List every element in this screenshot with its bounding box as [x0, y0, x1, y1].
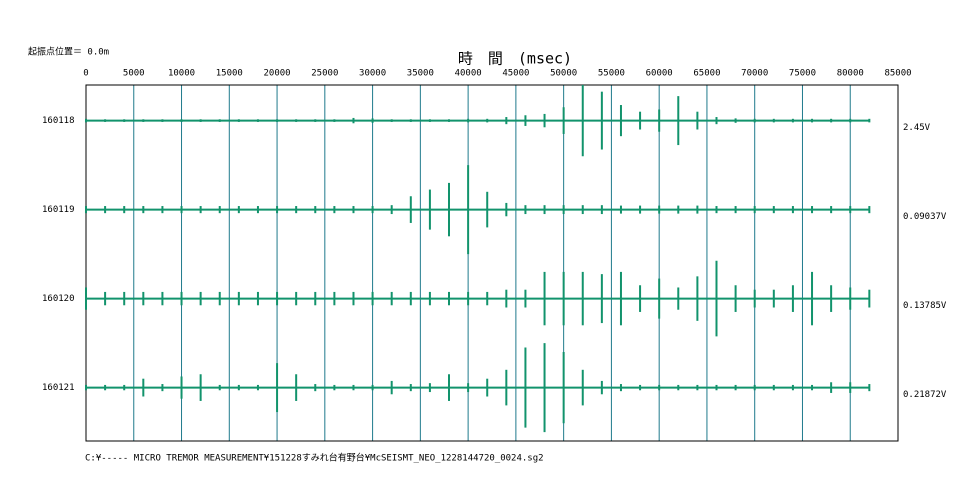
x-tick-label: 40000 [455, 69, 482, 79]
trace-name: 160118 [42, 116, 75, 126]
trace-name: 160121 [42, 383, 75, 393]
x-tick-label: 70000 [741, 69, 768, 79]
header-note: 起振点位置＝ 0.0m [28, 46, 109, 58]
x-tick-label: 65000 [693, 69, 720, 79]
x-tick-label: 85000 [884, 69, 911, 79]
x-tick-label: 30000 [359, 69, 386, 79]
x-tick-label: 80000 [837, 69, 864, 79]
trace-scale: 0.21872V [903, 390, 947, 400]
x-tick-label: 55000 [598, 69, 625, 79]
trace-scale: 0.13785V [903, 301, 947, 311]
x-tick-label: 20000 [264, 69, 291, 79]
trace-name: 160119 [42, 205, 75, 215]
x-tick-label: 10000 [168, 69, 195, 79]
x-tick-label: 5000 [123, 69, 145, 79]
trace-scale: 2.45V [903, 123, 931, 133]
plot-frame [85, 84, 899, 442]
x-tick-label: 25000 [311, 69, 338, 79]
trace-scale: 0.09037V [903, 212, 947, 222]
file-path: C:¥----- MICRO TREMOR MEASUREMENT¥151228… [85, 452, 544, 464]
x-tick-label: 15000 [216, 69, 243, 79]
trace-name: 160120 [42, 294, 75, 304]
x-tick-label: 60000 [646, 69, 673, 79]
x-tick-label: 35000 [407, 69, 434, 79]
x-tick-label: 0 [83, 69, 88, 79]
x-tick-label: 50000 [550, 69, 577, 79]
x-tick-label: 75000 [789, 69, 816, 79]
chart-title: 時 間 (msec) [458, 50, 572, 68]
x-tick-label: 45000 [502, 69, 529, 79]
